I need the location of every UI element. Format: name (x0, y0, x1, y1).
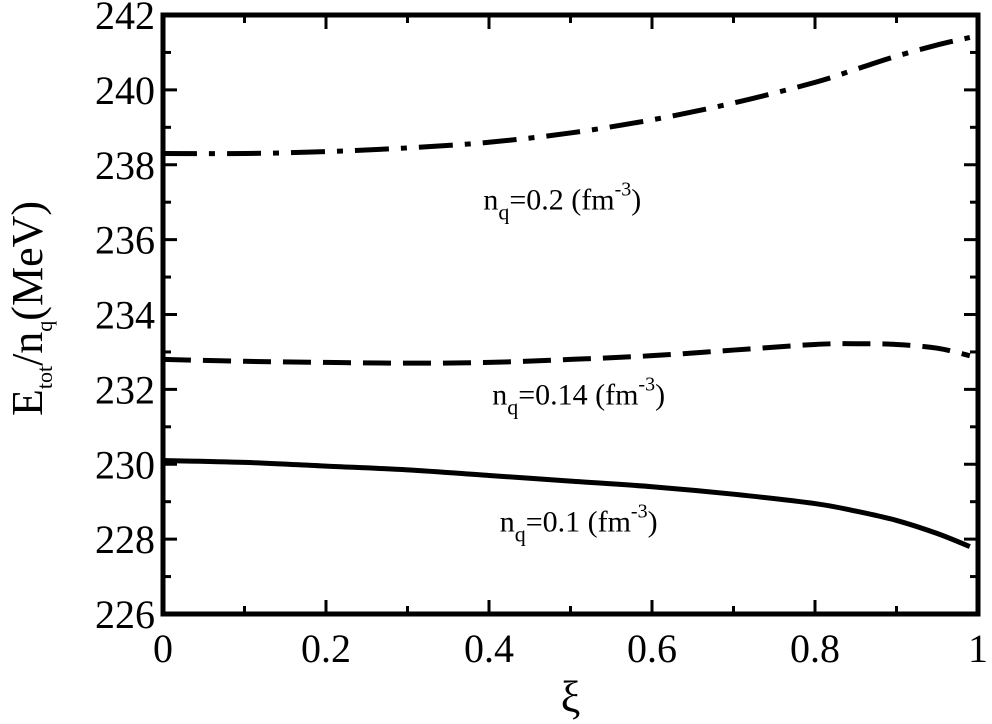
y-axis-label-sub1: tot (32, 366, 57, 389)
tick-labels: 0 0.2 0.4 0.6 0.8 1 226 228 230 232 234 236 238 240 24… (95, 0, 988, 671)
annotations: nq=0.2 (fm-3)nq=0.14 (fm-3)nq=0.1 (fm-3) (483, 179, 665, 547)
series-line-solid (162, 458, 971, 549)
x-axis-label: ξ (561, 673, 581, 722)
series-annotation: nq=0.2 (fm-3) (483, 179, 641, 225)
annotation-mid: =0.1 (fm (526, 506, 631, 539)
annotation-sup: -3 (631, 501, 648, 523)
y-tick-label: 234 (95, 293, 155, 338)
annotation-post: ) (648, 506, 658, 539)
x-tick-label: 0.8 (790, 626, 840, 671)
annotation-post: ) (631, 184, 641, 217)
series-lines (162, 35, 971, 549)
x-tick-label: 0.2 (301, 626, 351, 671)
x-tick-label: 0.4 (464, 626, 514, 671)
x-tick-label: 1 (968, 626, 988, 671)
y-tick-label: 228 (95, 517, 155, 562)
y-tick-label: 230 (95, 442, 155, 487)
x-tick-label: 0.6 (627, 626, 677, 671)
series-annotation: nq=0.14 (fm-3) (492, 373, 665, 419)
y-tick-label: 240 (95, 68, 155, 113)
y-tick-label: 242 (95, 0, 155, 38)
series-line-dashed (162, 341, 971, 366)
y-axis-label-main2: /n (3, 332, 52, 366)
y-tick-label: 232 (95, 367, 155, 412)
annotation-post: ) (655, 378, 665, 411)
series-line-dashdot (162, 35, 971, 157)
x-tick-label: 0 (153, 626, 173, 671)
y-tick-label: 226 (95, 592, 155, 637)
y-axis-label: Etot/nq(MeV) (3, 201, 57, 416)
annotation-pre: n (492, 378, 507, 411)
annotation-pre: n (483, 184, 498, 217)
y-axis-label-sub2: q (32, 321, 57, 332)
annotation-mid: =0.14 (fm (518, 378, 638, 411)
annotation-pre: n (500, 506, 515, 539)
y-tick-label: 236 (95, 218, 155, 263)
annotation-sub: q (515, 522, 526, 547)
annotation-sup: -3 (615, 179, 632, 201)
annotation-mid: =0.2 (fm (509, 184, 614, 217)
y-axis-label-main1: E (3, 389, 52, 416)
series-annotation: nq=0.1 (fm-3) (500, 501, 658, 547)
plot-frame (160, 12, 981, 617)
annotation-sub: q (498, 200, 509, 225)
y-tick-label: 238 (95, 143, 155, 188)
annotation-sub: q (507, 394, 518, 419)
y-axis-label-main3: (MeV) (3, 201, 52, 321)
annotation-sup: -3 (638, 373, 655, 395)
